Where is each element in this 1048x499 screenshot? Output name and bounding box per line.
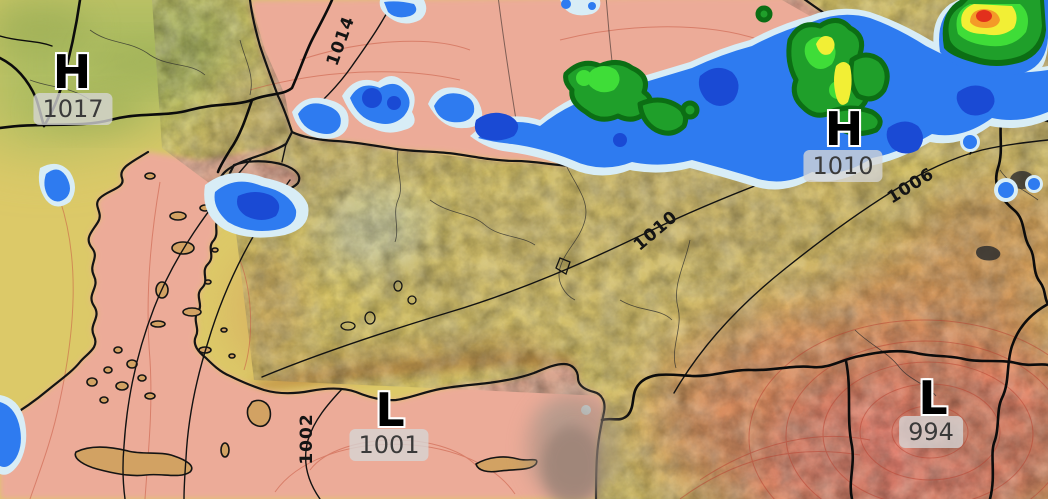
isobar-aegean-a xyxy=(122,157,253,499)
turkey-west-south-coast xyxy=(193,194,606,499)
isobar-aegean-b xyxy=(183,179,291,499)
river-layer xyxy=(29,29,1039,397)
isobar-1006 xyxy=(673,139,1048,394)
crete xyxy=(74,446,193,477)
greece-coast xyxy=(0,150,150,424)
cloud-shading-layer xyxy=(527,393,623,499)
bosporus-strait xyxy=(281,143,287,163)
rhodes xyxy=(246,399,272,428)
precipitation-layer xyxy=(0,0,1048,475)
isobar-1002 xyxy=(305,388,343,499)
lake-van xyxy=(976,245,1001,261)
